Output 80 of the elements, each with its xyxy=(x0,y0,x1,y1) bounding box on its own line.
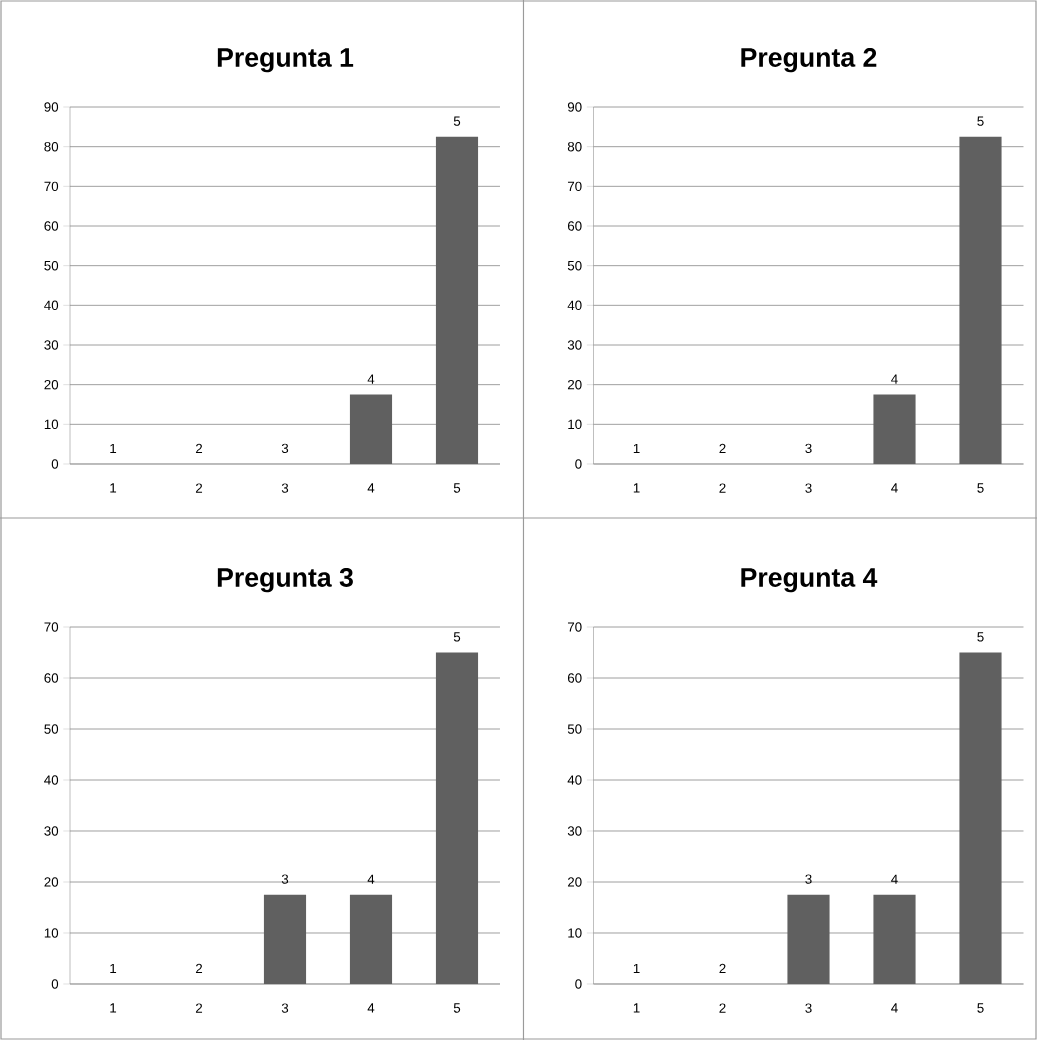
annotation: 3 xyxy=(281,443,289,454)
y-tick-label: 50 xyxy=(44,724,59,734)
y-tick-label: 30 xyxy=(567,826,582,836)
y-tick-label: 60 xyxy=(567,221,582,231)
y-tick-label: 10 xyxy=(568,928,582,938)
x-tick-label: 2 xyxy=(195,483,203,493)
annotation: 2 xyxy=(195,963,203,974)
y-tick-label: 50 xyxy=(44,260,59,271)
chart-title: Pregunta 3 xyxy=(217,568,353,593)
y-tick-label: 10 xyxy=(44,928,59,938)
x-tick-label: 4 xyxy=(891,483,898,493)
x-tick-label: 2 xyxy=(719,483,726,493)
x-tick-label: 1 xyxy=(633,1003,640,1013)
annotation: 1 xyxy=(110,963,117,974)
x-tick-label: 1 xyxy=(633,483,640,493)
y-tick-label: 40 xyxy=(44,775,59,785)
y-tick-label: 0 xyxy=(575,979,582,989)
annotation: 2 xyxy=(719,443,726,454)
y-tick-label: 90 xyxy=(44,102,59,112)
y-tick-label: 20 xyxy=(44,379,59,390)
y-tick-label: 40 xyxy=(567,300,582,311)
y-tick-label: 60 xyxy=(567,673,582,683)
annotation: 4 xyxy=(891,374,898,384)
y-tick-label: 20 xyxy=(567,379,582,390)
y-tick-label: 50 xyxy=(567,724,582,734)
y-tick-label: 50 xyxy=(567,260,582,271)
annotation: 3 xyxy=(805,443,812,454)
y-tick-label: 60 xyxy=(44,221,59,231)
y-tick-label: 90 xyxy=(567,102,582,112)
x-tick-label: 5 xyxy=(453,1003,461,1013)
annotation: 1 xyxy=(633,963,640,974)
y-tick-label: 80 xyxy=(44,141,59,152)
y-tick-label: 20 xyxy=(567,877,582,887)
chart-title: Pregunta 1 xyxy=(217,48,354,73)
annotation: 5 xyxy=(453,632,461,642)
annotation: 5 xyxy=(977,116,984,126)
y-tick-label: 20 xyxy=(44,877,59,887)
annotation: 4 xyxy=(891,874,898,884)
annotation: 1 xyxy=(110,443,117,454)
y-tick-label: 40 xyxy=(567,775,582,785)
y-tick-label: 10 xyxy=(568,419,582,430)
y-tick-label: 10 xyxy=(44,419,59,430)
y-tick-label: 0 xyxy=(51,459,59,469)
y-tick-label: 70 xyxy=(567,181,582,192)
annotation: 4 xyxy=(367,374,375,384)
x-tick-label: 3 xyxy=(281,483,289,493)
annotation: 2 xyxy=(719,963,726,974)
x-tick-label: 5 xyxy=(453,483,461,493)
y-tick-label: 60 xyxy=(44,673,59,683)
x-tick-label: 1 xyxy=(110,483,117,493)
y-tick-label: 30 xyxy=(44,340,59,350)
y-tick-label: 70 xyxy=(44,181,59,192)
annotation: 5 xyxy=(453,116,461,126)
x-tick-label: 1 xyxy=(110,1003,117,1013)
annotation: 1 xyxy=(633,443,640,454)
x-tick-label: 2 xyxy=(195,1003,203,1013)
x-tick-label: 4 xyxy=(367,483,375,493)
x-tick-label: 4 xyxy=(367,1003,375,1013)
y-tick-label: 30 xyxy=(44,826,59,836)
y-tick-label: 40 xyxy=(44,300,59,311)
annotation: 3 xyxy=(805,874,812,884)
annotation: 2 xyxy=(195,443,203,454)
x-tick-label: 5 xyxy=(977,1003,984,1013)
y-tick-label: 70 xyxy=(567,622,582,632)
annotation: 5 xyxy=(977,632,984,642)
x-tick-label: 3 xyxy=(281,1003,289,1013)
x-tick-label: 3 xyxy=(805,1003,812,1013)
y-tick-label: 0 xyxy=(575,459,582,469)
y-tick-label: 70 xyxy=(44,622,59,632)
annotation: 4 xyxy=(367,874,375,884)
annotation: 3 xyxy=(281,874,289,884)
y-tick-label: 30 xyxy=(567,340,582,350)
x-tick-label: 2 xyxy=(719,1003,726,1013)
y-tick-label: 80 xyxy=(567,141,582,152)
y-tick-label: 0 xyxy=(51,979,59,989)
chart-title: Pregunta 4 xyxy=(741,568,878,593)
x-tick-label: 4 xyxy=(891,1003,898,1013)
chart-title: Pregunta 2 xyxy=(741,48,877,73)
x-tick-label: 5 xyxy=(977,483,984,493)
x-tick-label: 3 xyxy=(805,483,812,493)
